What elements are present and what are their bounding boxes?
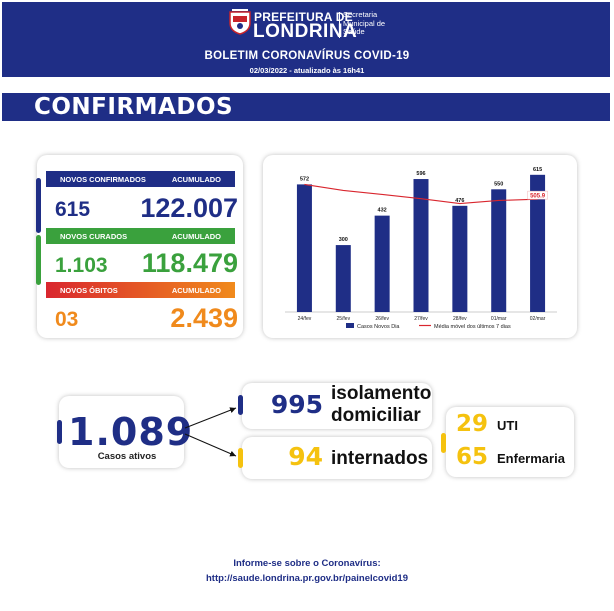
curados-today: 1.103 <box>55 254 108 277</box>
x-tick-label: 25/fev <box>336 316 350 322</box>
obitos-label: NOVOS ÓBITOS <box>60 286 118 295</box>
brand-sub-line-2: Municipal de <box>343 18 386 28</box>
confirmados-acc-label: ACUMULADO <box>171 175 221 184</box>
bar-25/fev <box>335 245 351 312</box>
brand-main-text: LONDRINA <box>253 21 358 42</box>
bar-value-label: 432 <box>378 208 387 214</box>
footer-info: Informe-se sobre o Coronavírus: <box>233 558 381 569</box>
internados-card <box>242 437 432 479</box>
uti-label: UTI <box>497 418 518 433</box>
curados-acc-label: ACUMULADO <box>171 232 221 241</box>
obitos-header-bar: NOVOS ÓBITOS ACUMULADO <box>46 282 235 298</box>
brand-separator <box>339 12 340 38</box>
bulletin-title: BOLETIM CORONAVÍRUS COVID-19 <box>204 50 410 62</box>
confirmados-header-bar: NOVOS CONFIRMADOS ACUMULADO <box>46 171 235 187</box>
ativos-accent <box>57 420 62 444</box>
bar-value-label: 550 <box>494 181 503 187</box>
bar-value-label: 615 <box>533 167 542 173</box>
line-value-label: 505.9 <box>530 194 546 200</box>
brand-top-text: PREFEITURA DE <box>254 10 353 24</box>
confirmados-today: 615 <box>55 198 91 221</box>
bulletin-date: 02/03/2022 - atualizado às 16h41 <box>249 66 365 75</box>
internados-value: 94 <box>288 442 323 471</box>
header-banner <box>2 2 610 77</box>
bar-28/fev <box>452 205 468 312</box>
section-banner <box>2 93 610 121</box>
isolamento-label-2: domiciliar <box>331 405 421 426</box>
curados-total: 118.479 <box>141 248 238 278</box>
legend-line-label: Média móvel dos últimos 7 dias <box>434 324 511 330</box>
uti-value: 29 <box>456 411 489 437</box>
isolamento-card <box>242 383 432 429</box>
isolamento-accent <box>238 395 243 415</box>
bar-02/mar <box>530 174 546 312</box>
isolamento-value: 995 <box>270 390 323 419</box>
confirmados-accent <box>36 178 41 233</box>
brand-subtitle: Secretaria Municipal de Saúde <box>343 10 386 37</box>
obitos-acc-label: ACUMULADO <box>171 286 221 295</box>
ativos-card <box>59 396 184 468</box>
enfermaria-label: Enfermaria <box>497 451 565 466</box>
x-tick-label: 28/fev <box>453 316 467 322</box>
internados-accent <box>238 448 243 468</box>
obitos-total: 2.439 <box>170 303 238 333</box>
arrows-icon <box>184 407 237 457</box>
x-tick-label: 26/fev <box>375 316 389 322</box>
hospital-accent <box>441 433 446 453</box>
brand-sub-line-1: Secretaria <box>343 10 378 19</box>
bar-value-label: 572 <box>300 176 309 182</box>
x-tick-label: 01/mar <box>491 316 507 322</box>
section-title: CONFIRMADOS <box>34 94 234 120</box>
legend-bar-label: Casos Novos Dia <box>357 324 400 330</box>
curados-label: NOVOS CURADOS <box>60 232 128 241</box>
bar-value-label: 476 <box>455 198 464 204</box>
x-tick-label: 27/fev <box>414 316 428 322</box>
isolamento-label: isolamento domiciliar <box>331 383 431 427</box>
bar-24/fev <box>296 184 312 312</box>
brand-sub-line-3: Saúde <box>343 27 365 36</box>
confirmados-label: NOVOS CONFIRMADOS <box>60 175 146 184</box>
x-tick-label: 02/mar <box>530 316 546 322</box>
x-tick-label: 24/fev <box>298 316 312 322</box>
bar-27/fev <box>413 179 429 312</box>
internados-label: internados <box>331 448 429 469</box>
bar-value-label: 300 <box>339 237 348 243</box>
footer-link[interactable]: http://saude.londrina.pr.gov.br/painelco… <box>206 573 408 584</box>
bar-value-label: 596 <box>416 171 425 177</box>
curados-header-bar: NOVOS CURADOS ACUMULADO <box>46 228 235 244</box>
city-crest-icon <box>229 9 251 35</box>
enfermaria-value: 65 <box>456 444 489 470</box>
bar-26/fev <box>374 215 390 312</box>
confirmados-total: 122.007 <box>140 193 238 223</box>
isolamento-label-1: isolamento <box>331 383 432 404</box>
legend-bar-swatch <box>346 323 354 328</box>
ativos-value: 1.089 <box>68 410 194 454</box>
obitos-today: 03 <box>55 308 79 331</box>
ativos-label: Casos ativos <box>97 451 157 462</box>
hospital-card <box>446 407 574 477</box>
curados-accent <box>36 235 41 285</box>
line-label-box <box>527 190 548 200</box>
bar-01/mar <box>491 189 507 312</box>
cases-chart: 572 24/fev 300 25/fev 432 26/fev 596 27/fev 476 2… <box>285 167 557 330</box>
moving-average-line <box>304 183 538 205</box>
